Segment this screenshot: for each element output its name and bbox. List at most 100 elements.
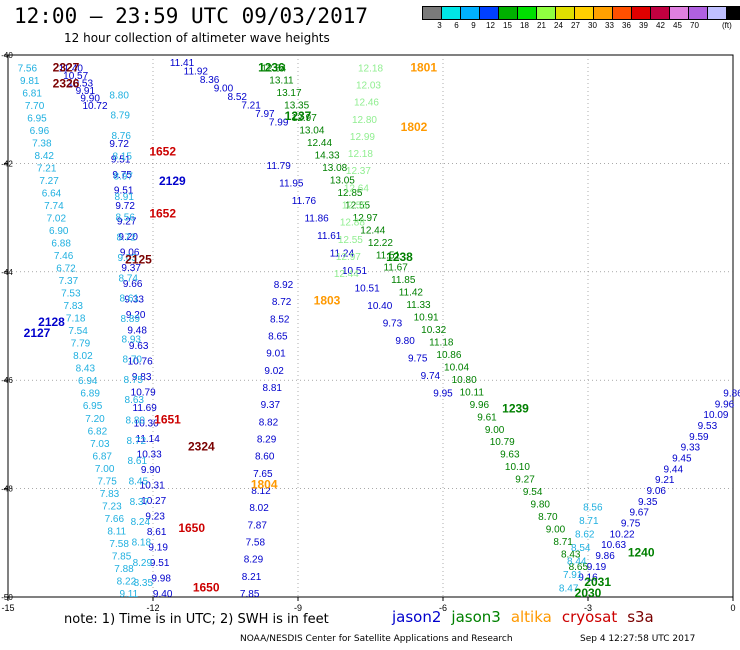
- swh-value: 8.93: [122, 334, 142, 345]
- swh-value: 10.04: [444, 362, 469, 373]
- swh-value: 8.24: [131, 517, 151, 528]
- satellite-legend-item: jason2: [392, 608, 442, 626]
- swh-value: 9.06: [647, 486, 667, 497]
- swh-value: 7.83: [64, 301, 84, 312]
- swh-value: 10.22: [610, 529, 635, 540]
- swh-value: 9.21: [655, 475, 675, 486]
- swh-value: 9.45: [672, 454, 692, 465]
- color-scale-unit: (ft): [722, 21, 732, 30]
- swh-value: 8.92: [274, 280, 294, 291]
- pass-time-label: 2324: [188, 440, 215, 454]
- swh-value: 7.54: [68, 326, 88, 337]
- swh-value: 11.33: [406, 300, 431, 311]
- swh-value: 6.95: [27, 113, 47, 124]
- swh-value: 8.81: [262, 383, 282, 394]
- swh-value: 8.12: [251, 486, 271, 497]
- swh-value: 10.09: [703, 410, 728, 421]
- pass-time-label: 1803: [314, 293, 341, 307]
- swh-value: 8.79: [110, 111, 130, 122]
- satellite-legend-item: cryosat: [561, 608, 618, 626]
- swh-value: 8.72: [116, 233, 136, 244]
- swh-value: 9.20: [126, 310, 146, 321]
- pass-time-label: 1236: [258, 60, 285, 74]
- x-tick-label: -3: [584, 603, 592, 613]
- swh-value: 9.75: [408, 353, 428, 364]
- swh-value: 7.38: [32, 138, 52, 149]
- swh-value: 9.51: [111, 155, 131, 166]
- swh-value: 12.44: [360, 225, 385, 236]
- swh-value: 8.15: [112, 151, 132, 162]
- color-scale-swatches: [422, 6, 740, 20]
- swh-value: 7.37: [59, 276, 79, 287]
- pass-time-label: 1650: [193, 581, 220, 595]
- swh-value: 11.79: [267, 161, 292, 172]
- swh-value: 10.72: [82, 101, 107, 112]
- swh-value: 7.70: [25, 101, 45, 112]
- swh-value: 9.01: [266, 349, 286, 360]
- swh-value: 8.70: [538, 512, 558, 523]
- satellite-legend-item: s3a: [627, 608, 654, 626]
- swh-value: 9.63: [500, 450, 520, 461]
- pass-time-label: 2327: [53, 60, 80, 74]
- swh-value: 11.95: [279, 178, 304, 189]
- swh-value: 9.48: [127, 325, 147, 336]
- swh-value: 7.65: [253, 469, 273, 480]
- color-tick-label: 21: [537, 21, 546, 30]
- swh-value: 8.11: [107, 526, 126, 537]
- swh-value: 9.19: [148, 542, 168, 553]
- swh-value: 10.53: [68, 78, 93, 89]
- map-title: 12:00 – 23:59 UTC 09/03/2017: [14, 4, 369, 28]
- swh-value: 9.73: [383, 318, 403, 329]
- swh-value: 11.86: [304, 213, 329, 224]
- swh-value: 9.81: [20, 76, 40, 87]
- pass-time-label: 2129: [159, 174, 186, 188]
- swh-value: 6.89: [80, 389, 100, 400]
- swh-value: 8.47: [559, 584, 579, 595]
- pass-time-label: 1801: [410, 60, 437, 74]
- color-tick-label: 70: [690, 21, 699, 30]
- swh-value: 7.79: [71, 339, 91, 350]
- swh-value: 7.21: [241, 100, 261, 111]
- pass-time-label: 1238: [386, 250, 413, 264]
- swh-value: 10.32: [421, 325, 446, 336]
- swh-value: 9.95: [433, 388, 453, 399]
- y-tick-label: -50: [1, 593, 13, 602]
- swh-value: 8.74: [118, 273, 138, 284]
- pass-time-label: 1802: [401, 120, 428, 134]
- pass-time-label: 1804: [251, 478, 278, 492]
- swh-value: 12.44: [334, 269, 359, 280]
- pass-time-label: 2128: [38, 315, 65, 329]
- swh-value: 9.27: [515, 475, 535, 486]
- swh-value: 7.97: [255, 109, 275, 120]
- swh-value: 8.89: [121, 314, 141, 325]
- swh-value: 8.97: [113, 172, 133, 183]
- satellite-legend-item: jason3: [451, 608, 501, 626]
- swh-value: 8.61: [120, 294, 140, 305]
- swh-value: 6.64: [42, 188, 62, 199]
- swh-value: 8.43: [76, 364, 96, 375]
- swh-value: 12.64: [344, 183, 369, 194]
- swh-value: 9.16: [578, 573, 598, 584]
- pass-time-label: 1652: [149, 144, 176, 158]
- swh-value: 12.54: [261, 63, 286, 74]
- swh-value: 11.92: [184, 66, 209, 77]
- swh-value: 9.67: [629, 508, 649, 519]
- swh-value: 9.63: [129, 341, 149, 352]
- swh-value: 6.96: [30, 126, 50, 137]
- swh-value: 9.33: [124, 294, 144, 305]
- swh-value: 9.59: [689, 432, 709, 443]
- swh-value: 9.00: [546, 525, 566, 536]
- color-scale-labels: 3 6 9 12 15 18 21 24 27 30 33 36 39 42 45 70: [422, 21, 740, 30]
- swh-value: 8.80: [109, 90, 129, 101]
- swh-value: 6.82: [88, 426, 108, 437]
- swh-value: 8.65: [268, 332, 288, 343]
- pass-time-label: 1650: [178, 521, 205, 535]
- swh-value: 8.36: [200, 75, 220, 86]
- swh-value: 8.70: [123, 355, 143, 366]
- swh-value: 9.72: [115, 201, 135, 212]
- swh-value: 10.76: [128, 356, 153, 367]
- x-tick-label: -9: [294, 603, 302, 613]
- color-tick-label: 39: [639, 21, 648, 30]
- swh-value: 7.00: [95, 464, 115, 475]
- swh-value: 7.21: [37, 163, 57, 174]
